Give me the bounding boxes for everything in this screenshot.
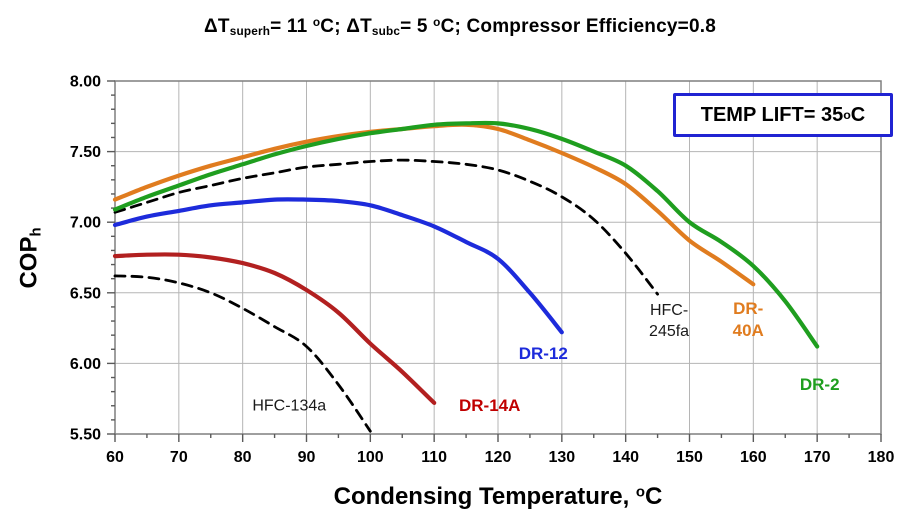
series-curve-dr-14a [112, 252, 437, 405]
text-segment: COP [15, 236, 43, 289]
text-segment: C [645, 483, 663, 510]
x-tick-label: 70 [170, 449, 188, 466]
y-tick-label: 8.00 [70, 74, 101, 91]
y-tick-label: 7.00 [70, 215, 101, 232]
x-tick-label: 150 [676, 449, 703, 466]
text-segment: = 11 [270, 15, 313, 37]
text-segment: subc [371, 25, 401, 39]
y-tick-label: 7.50 [70, 144, 101, 161]
text-segment: Condensing Temperature, [333, 483, 636, 510]
text-segment: C; Compressor Efficiency=0.8 [440, 15, 716, 37]
x-tick-label: 160 [740, 449, 767, 466]
series-curve-dr-12 [112, 197, 564, 335]
series-curve-hfc-245fa [113, 158, 659, 296]
text-segment: o [843, 108, 851, 122]
curve-label-dr-2: DR-2 [799, 374, 840, 394]
text-segment: o [433, 15, 441, 29]
text-segment: TEMP LIFT= 35 [700, 103, 844, 126]
text-segment: C; ΔT [320, 15, 372, 37]
x-tick-label: 170 [804, 449, 831, 466]
x-tick-label: 80 [234, 449, 252, 466]
curve-label-dr-12: DR-12 [518, 343, 568, 363]
x-tick-label: 130 [548, 449, 575, 466]
x-tick-label: 60 [106, 449, 124, 466]
curve-label-dr-14a: DR-14A [458, 395, 521, 415]
curve-label-dr-40a: DR- 40A [732, 298, 764, 340]
text-segment: = 5 [400, 15, 434, 37]
series-curve-dr-2 [112, 120, 820, 349]
text-segment: ΔT [204, 15, 230, 37]
text-segment: o [635, 484, 646, 501]
y-tick-label: 5.50 [70, 427, 101, 444]
x-tick-label: 90 [298, 449, 316, 466]
chart-title: ΔTsuperh= 11 oC; ΔTsubc= 5 oC; Compresso… [204, 16, 716, 38]
curve-label-hfc-134a: HFC-134a [252, 397, 327, 415]
x-tick-label: 140 [612, 449, 639, 466]
y-axis-title: COPh [15, 227, 44, 288]
x-tick-label: 180 [868, 449, 895, 466]
curve-label-hfc-245fa: HFC- 245fa [649, 302, 690, 341]
text-segment: superh [229, 25, 271, 39]
y-tick-label: 6.00 [70, 356, 101, 373]
text-segment: C [850, 103, 866, 126]
series-curve-hfc-134a [113, 274, 372, 433]
text-segment: h [28, 227, 45, 237]
x-tick-label: 100 [357, 449, 384, 466]
x-tick-label: 120 [485, 449, 512, 466]
x-tick-label: 110 [421, 449, 447, 466]
x-axis-title: Condensing Temperature, oC [334, 483, 663, 511]
y-tick-label: 6.50 [70, 285, 101, 302]
text-segment: o [312, 15, 321, 29]
